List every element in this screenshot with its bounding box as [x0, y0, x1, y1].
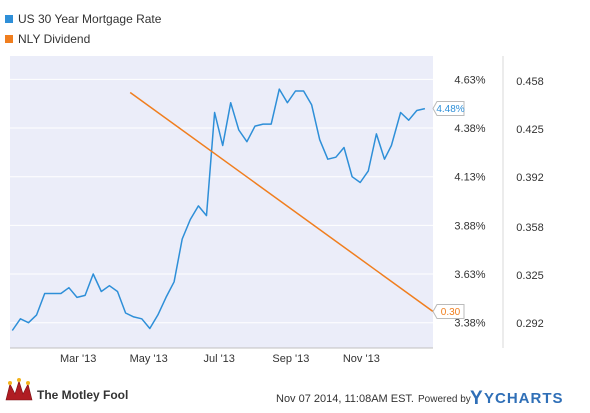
left-tick-label: 4.38% [454, 123, 485, 135]
nly-dividend-line [129, 91, 434, 313]
x-axis-ticks: Mar '13 May '13 Jul '13 Sep '13 Nov '13 [60, 353, 380, 365]
mortgage-rate-line [11, 88, 426, 331]
ycharts-y-glyph: Y [470, 388, 483, 409]
left-tick-label: 3.63% [454, 269, 485, 281]
plot-area [10, 56, 433, 348]
right-axis-ticks: 0.292 0.325 0.358 0.392 0.425 0.458 [516, 76, 544, 330]
end-labels: 4.48% 0.30 [432, 101, 465, 319]
legend-swatch-nly [5, 35, 13, 43]
end-label-text: 4.48% [436, 104, 464, 115]
left-tick-label: 3.88% [454, 220, 485, 232]
x-tick-label: Jul '13 [203, 353, 234, 365]
x-tick-label: Mar '13 [60, 353, 96, 365]
ycharts-wordmark: YCHARTS [484, 390, 564, 407]
left-axis-ticks: 3.38% 3.63% 3.88% 4.13% 4.38% 4.63% [454, 74, 485, 329]
nly-end-label: 0.30 [432, 304, 465, 319]
grid-lines [10, 78, 433, 324]
ycharts-logo: Y YCHARTS [470, 388, 564, 409]
legend-label-nly: NLY Dividend [18, 32, 90, 46]
brand-name: The Motley Fool [37, 388, 128, 402]
x-tick-label: Sep '13 [272, 353, 309, 365]
right-tick-label: 0.392 [516, 172, 544, 184]
legend-swatch-mortgage [5, 15, 13, 23]
right-tick-label: 0.358 [516, 222, 544, 234]
timestamp: Nov 07 2014, 11:08AM EST. [276, 393, 414, 405]
motley-fool-logo: The Motley Fool [5, 378, 128, 402]
mortgage-end-label: 4.48% [432, 101, 465, 117]
jester-bell-left-icon [8, 381, 12, 385]
right-tick-label: 0.325 [516, 270, 544, 282]
end-label-box [432, 304, 465, 319]
end-label-text: 0.30 [441, 307, 461, 318]
series-layer [11, 88, 434, 331]
end-label-box [432, 101, 465, 117]
left-tick-label: 3.38% [454, 318, 485, 330]
jester-hat-icon [5, 379, 33, 401]
right-tick-label: 0.292 [516, 318, 544, 330]
jester-bell-mid-icon [17, 378, 21, 382]
left-tick-label: 4.13% [454, 172, 485, 184]
x-tick-label: May '13 [130, 353, 168, 365]
jester-bell-right-icon [26, 381, 30, 385]
left-tick-label: 4.63% [454, 74, 485, 86]
powered-by-label: Powered by [418, 394, 471, 405]
footer: The Motley Fool Nov 07 2014, 11:08AM EST… [5, 378, 564, 409]
x-tick-label: Nov '13 [343, 353, 380, 365]
right-tick-label: 0.425 [516, 124, 544, 136]
legend: US 30 Year Mortgage Rate NLY Dividend [5, 12, 162, 46]
legend-label-mortgage: US 30 Year Mortgage Rate [18, 12, 162, 26]
right-tick-label: 0.458 [516, 76, 544, 88]
